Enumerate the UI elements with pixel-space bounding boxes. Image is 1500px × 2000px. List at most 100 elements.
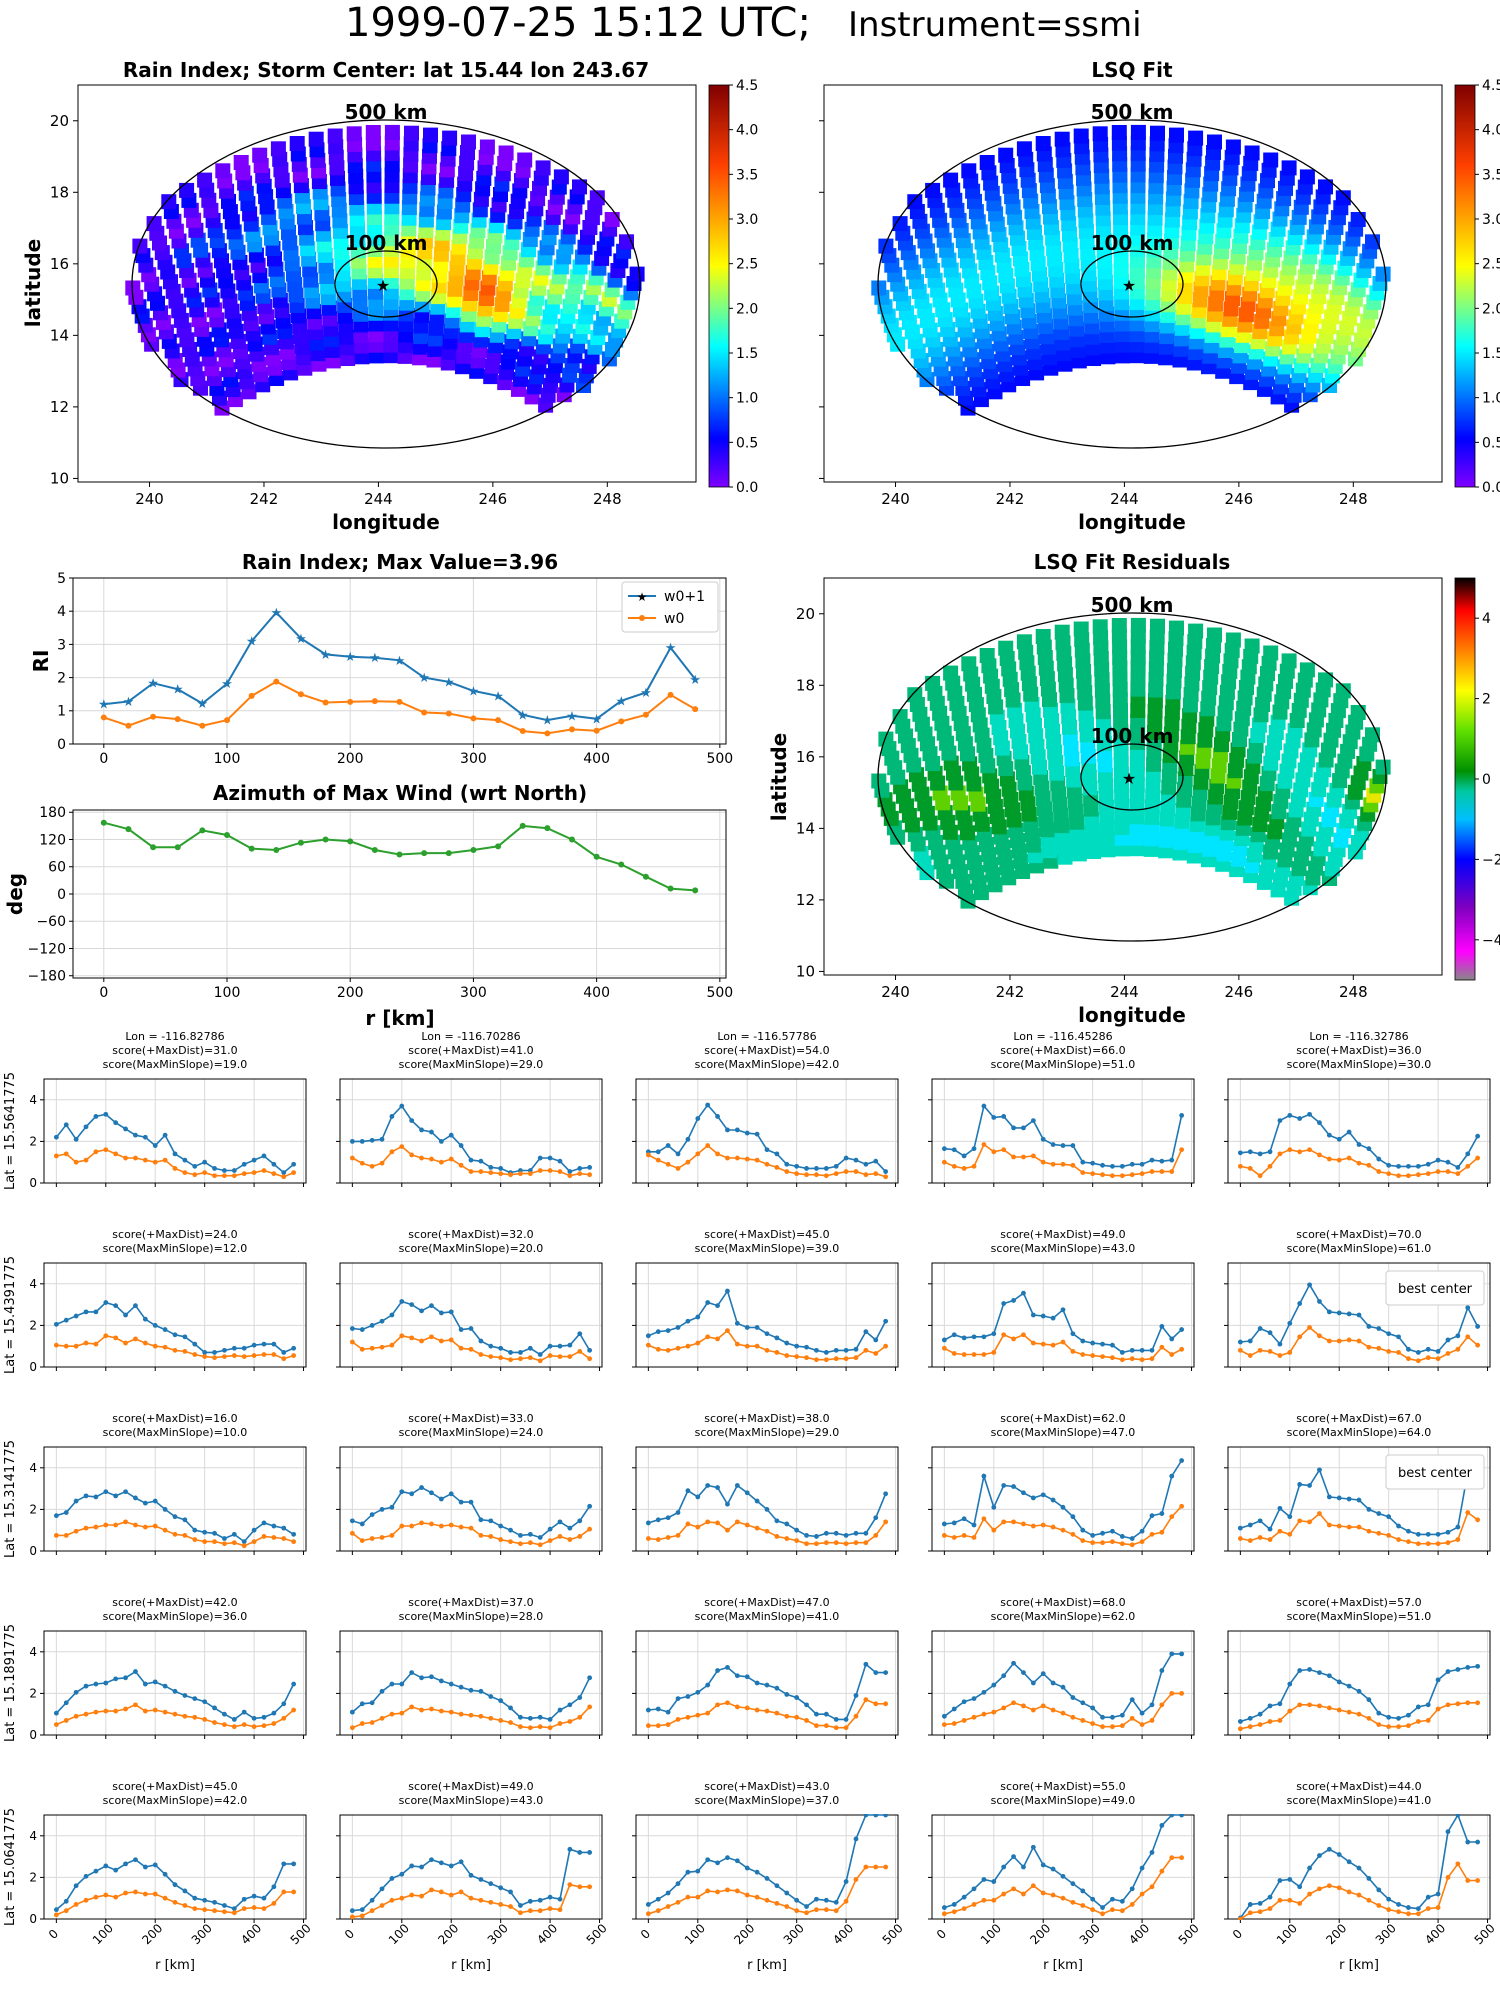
- w0-point: [429, 1706, 434, 1712]
- w0p1-point: [448, 1681, 454, 1687]
- w0-point: [399, 1710, 405, 1716]
- w0-point: [399, 1523, 405, 1529]
- panel-score-maxdist: score(+MaxDist)=68.0: [1000, 1596, 1125, 1609]
- w0-point: [1425, 1718, 1431, 1723]
- w0-point: [73, 1528, 79, 1534]
- w0p1-point: [438, 1678, 444, 1684]
- w0-point: [794, 1538, 800, 1543]
- colorbar-tick-label: 1.0: [736, 391, 758, 407]
- w0-point: [951, 1163, 957, 1169]
- w0-point: [498, 1718, 504, 1723]
- grid-panel-r4-c1: score(+MaxDist)=49.0score(MaxMinSlope)=4…: [336, 1780, 610, 1973]
- w0-point: [685, 1343, 691, 1349]
- w0p1-point: [1406, 1712, 1411, 1718]
- w0p1-point: [814, 1166, 819, 1171]
- w0p1-point: [1277, 1505, 1283, 1511]
- w0p1-point: [883, 1169, 889, 1174]
- azimuth-point: [692, 887, 699, 894]
- panel-score-maxdist: score(+MaxDist)=45.0: [112, 1780, 237, 1793]
- w0p1-point: [715, 1860, 720, 1866]
- w0-point: [172, 1899, 178, 1905]
- azimuth-point: [445, 850, 452, 857]
- w0-point: [1326, 1156, 1332, 1162]
- w0-point: [1475, 1878, 1481, 1883]
- w0-point: [1001, 1705, 1007, 1711]
- w0p1-point: [527, 1345, 533, 1351]
- w0p1-point: ★: [270, 606, 282, 621]
- rain-index-profile-chart: Rain Index; Max Value=3.96 0 100 200 300 400…: [29, 550, 733, 767]
- grid-panel-r0-c2: Lon = -116.57786score(+MaxDist)=54.0scor…: [632, 1030, 899, 1187]
- w0p1-point: [823, 1350, 829, 1355]
- w0p1-point: [1435, 1157, 1441, 1163]
- grid-panel-r2-c1: score(+MaxDist)=33.0score(MaxMinSlope)=2…: [336, 1412, 603, 1555]
- w0p1-point: [567, 1342, 573, 1348]
- w0p1-point: [873, 1515, 879, 1521]
- w0p1-point: [823, 1166, 829, 1171]
- w0-point: [271, 1721, 277, 1726]
- w0p1-point: [1415, 1350, 1421, 1355]
- field-cell: [1299, 662, 1315, 678]
- w0-point: [1376, 1903, 1382, 1908]
- field-cell: [1281, 653, 1297, 669]
- w0p1-point: [557, 1343, 563, 1349]
- w0p1-point: [655, 1329, 661, 1335]
- w0p1-point: [73, 1313, 79, 1319]
- w0-point: [1179, 1346, 1185, 1352]
- w0-point: [1247, 1353, 1253, 1358]
- y-tick-label: 3: [57, 637, 66, 653]
- azimuth-point: [248, 845, 255, 852]
- w0-point: [1326, 1338, 1332, 1344]
- w0p1-point: [1001, 1301, 1007, 1306]
- grid-panel-r2-c0: score(+MaxDist)=16.0score(MaxMinSlope)=1…: [3, 1412, 307, 1558]
- w0p1-point: [961, 1153, 967, 1159]
- w0-point: [1415, 1358, 1421, 1364]
- w0p1-point: [1090, 1896, 1096, 1902]
- w0-point: [695, 1894, 701, 1900]
- w0-point: [172, 1711, 178, 1717]
- w0p1-point: [1445, 1669, 1451, 1674]
- x-tick-label: 200: [731, 1921, 757, 1947]
- w0p1-point: [794, 1695, 800, 1700]
- w0p1-point: [804, 1166, 809, 1171]
- w0-point: [1277, 1718, 1283, 1723]
- w0p1-point: [814, 1711, 819, 1717]
- field-cell: [1350, 212, 1366, 227]
- series-group: [349, 1670, 593, 1731]
- w0-point: [53, 1153, 59, 1159]
- w0-point: [941, 1159, 947, 1165]
- x-tick-label: 500: [1472, 1921, 1498, 1947]
- w0-point: [1396, 1724, 1401, 1730]
- w0-point: [1386, 1171, 1392, 1177]
- w0p1-point: [113, 1867, 119, 1873]
- w0-point: [468, 1525, 474, 1531]
- w0-point: [458, 1711, 464, 1717]
- field-cell: [1150, 125, 1165, 141]
- y-tick-label: 4: [29, 1829, 37, 1843]
- w0-point: [231, 1173, 237, 1179]
- w0-point: [369, 1345, 375, 1351]
- w0p1-point: [951, 1902, 957, 1907]
- w0p1-point: [369, 1700, 375, 1706]
- panel-score-maxminslope: score(MaxMinSlope)=36.0: [103, 1610, 248, 1623]
- plot-frame: [1227, 1446, 1491, 1552]
- grid-panel-r2-c2: score(+MaxDist)=38.0score(MaxMinSlope)=2…: [632, 1412, 899, 1555]
- w0p1-point: [271, 1161, 277, 1167]
- grid-panel-r3-c3: score(+MaxDist)=68.0score(MaxMinSlope)=6…: [928, 1596, 1195, 1739]
- y-tick-label: 0: [29, 1728, 37, 1742]
- w0p1-point: [83, 1493, 89, 1499]
- w0-point: [705, 1334, 711, 1340]
- grid-panel-r0-c0: Lon = -116.82786score(+MaxDist)=31.0scor…: [3, 1030, 307, 1190]
- w0-point: [744, 1522, 750, 1528]
- w0-point: [991, 1527, 997, 1533]
- w0p1-point: [883, 1814, 889, 1818]
- w0p1-point: [202, 1897, 208, 1903]
- w0-point: [281, 1889, 287, 1895]
- w0-point: [1336, 1157, 1342, 1163]
- w0-point: [675, 1166, 681, 1171]
- w0-point: [1346, 1337, 1352, 1343]
- w0-point: [458, 1162, 464, 1168]
- w0p1-point: [567, 1169, 573, 1174]
- panel-score-maxdist: score(+MaxDist)=41.0: [408, 1044, 533, 1057]
- w0p1-point: [261, 1714, 267, 1720]
- w0p1-point: [1001, 1114, 1007, 1119]
